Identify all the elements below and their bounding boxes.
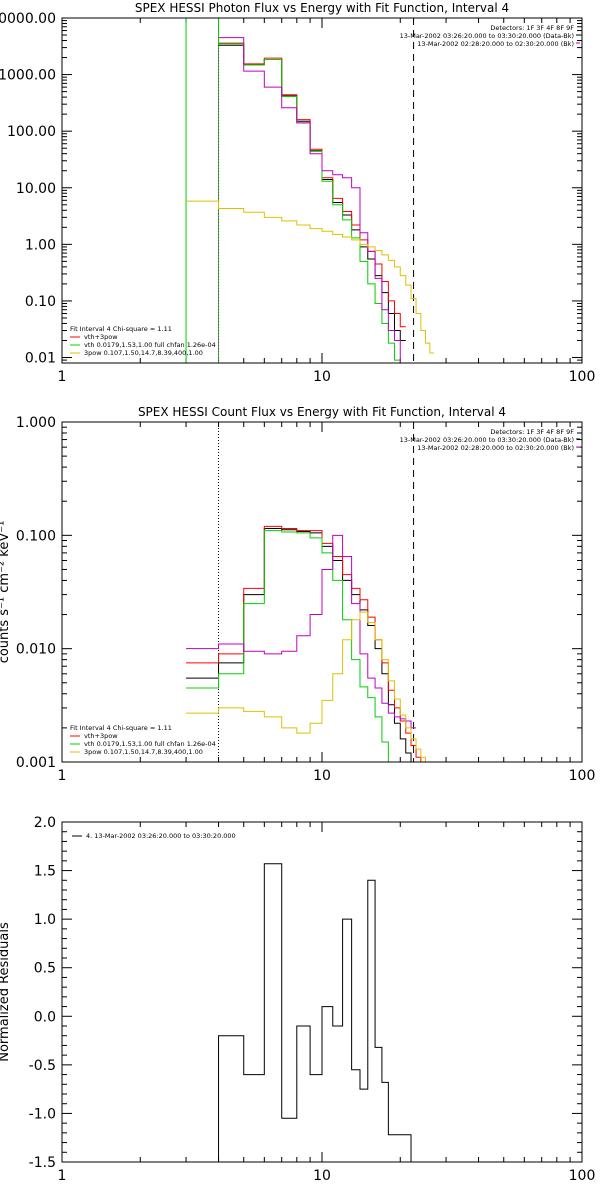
y-tick-label: 0.001 — [16, 755, 56, 771]
y-tick-label: 0.0 — [34, 1009, 56, 1025]
fit-label: Fit Interval 4 Chi-square = 1.11 — [70, 724, 172, 732]
x-tick-label: 1 — [58, 1168, 67, 1184]
series-group — [186, 18, 435, 363]
series-group — [218, 863, 412, 1162]
series-line-5 — [186, 200, 435, 354]
header-text: Detectors: 1F 3F 4F 8F 9F — [490, 428, 574, 436]
y-tick-label: 1.0 — [34, 912, 56, 928]
x-tick-label: 10 — [313, 369, 331, 385]
legend-label: 3pow 0.107,1.50,14.7,8.39,400,1.00 — [84, 748, 203, 756]
chart-panel-2: SPEX HESSI Count Flux vs Energy with Fit… — [0, 405, 596, 784]
y-axis-label: counts s⁻¹ cm⁻² keV⁻¹ — [0, 521, 12, 664]
x-tick-label: 1 — [58, 369, 67, 385]
series-line-2 — [186, 525, 426, 762]
y-tick-label: -1.5 — [29, 1155, 56, 1171]
header-text: 13-Mar-2002 03:26:20.000 to 03:30:20.000… — [400, 32, 574, 40]
series-line-1 — [218, 863, 412, 1162]
plot-frame — [61, 17, 583, 364]
series-line-3 — [218, 18, 401, 361]
header-text: 13-Mar-2002 02:28:20.000 to 02:30:20.000… — [417, 40, 574, 48]
x-tick-label: 100 — [569, 369, 596, 385]
header-text: 13-Mar-2002 03:26:20.000 to 03:30:20.000… — [400, 436, 574, 444]
fit-label: Fit Interval 4 Chi-square = 1.11 — [70, 325, 172, 333]
y-tick-label: 2.0 — [34, 815, 56, 831]
y-tick-label: -1.0 — [29, 1106, 56, 1122]
series-group — [186, 525, 430, 762]
y-tick-label: 1.5 — [34, 864, 56, 880]
legend-label: 4. 13-Mar-2002 03:26:20.000 to 03:30:20.… — [86, 832, 236, 840]
legend-label: vth+3pow — [84, 333, 118, 341]
y-tick-label: 1.000 — [16, 415, 56, 431]
y-tick-label: 1.00 — [25, 237, 56, 253]
legend-label: vth+3pow — [84, 732, 118, 740]
series-line-1 — [218, 44, 406, 341]
x-tick-label: 100 — [569, 768, 596, 784]
plot-frame — [61, 821, 583, 1163]
series-line-4 — [186, 534, 417, 729]
y-tick-label: 0.01 — [25, 351, 56, 367]
legend-label: vth 0.0179,1.53,1.00 full chfan 1.26e-04 — [84, 341, 216, 349]
y-axis-label: Normalized Residuals — [0, 922, 12, 1062]
y-tick-label: 0.5 — [34, 961, 56, 977]
y-tick-label: 10000.00 — [0, 11, 56, 27]
series-line-4 — [218, 37, 406, 363]
series-line-3 — [186, 530, 389, 762]
y-tick-label: 100.00 — [7, 124, 56, 140]
y-tick-label: 1000.00 — [0, 68, 56, 84]
y-tick-label: 0.010 — [16, 642, 56, 658]
x-tick-label: 10 — [313, 1168, 331, 1184]
plot-frame — [61, 421, 583, 763]
header-text: Detectors: 1F 3F 4F 8F 9F — [490, 24, 574, 32]
series-line-2 — [218, 42, 406, 328]
y-tick-label: 0.10 — [25, 294, 56, 310]
x-tick-label: 10 — [313, 768, 331, 784]
series-line-5 — [186, 611, 430, 762]
chart-panel-1: SPEX HESSI Photon Flux vs Energy with Fi… — [0, 1, 595, 385]
legend-label: 3pow 0.107,1.50,14.7,8.39,400,1.00 — [84, 349, 203, 357]
y-tick-label: 0.100 — [16, 528, 56, 544]
chart-title: SPEX HESSI Count Flux vs Energy with Fit… — [138, 405, 506, 419]
chart-title: SPEX HESSI Photon Flux vs Energy with Fi… — [135, 1, 509, 15]
chart-panel-3: Normalized Residuals 1 10 100 -1.5 -1.0 -0.5 0.… — [0, 815, 595, 1184]
legend-label: vth 0.0179,1.53,1.00 full chfan 1.26e-04 — [84, 740, 216, 748]
y-tick-label: 10.00 — [16, 181, 56, 197]
x-tick-label: 100 — [569, 1168, 596, 1184]
header-text: 13-Mar-2002 02:28:20.000 to 02:30:20.000… — [417, 444, 574, 452]
y-tick-label: -0.5 — [29, 1058, 56, 1074]
x-tick-label: 1 — [58, 768, 67, 784]
